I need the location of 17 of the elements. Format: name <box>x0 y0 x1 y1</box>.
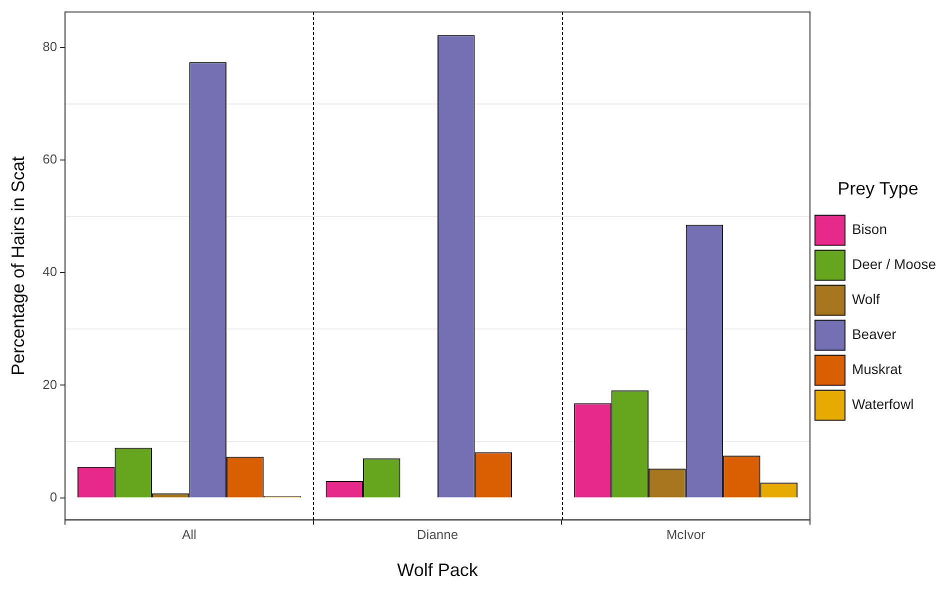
y-tick-label: 60 <box>42 152 58 167</box>
legend-label: Deer / Moose <box>852 256 936 272</box>
y-tick-label: 0 <box>50 489 58 504</box>
legend-label: Waterfowl <box>852 396 914 412</box>
x-axis-title: Wolf Pack <box>397 560 479 580</box>
y-tick-label: 80 <box>42 39 58 54</box>
y-tick-label: 40 <box>42 264 58 280</box>
legend-label: Bison <box>852 221 887 238</box>
x-tick-label: Dianne <box>416 527 458 542</box>
y-tick-label: 20 <box>42 376 58 392</box>
legend-label: Muskrat <box>852 361 902 378</box>
legend-label: Beaver <box>852 326 897 342</box>
y-axis-title: Percentage of Hairs in Scat <box>8 156 28 376</box>
legend-title: Prey Type <box>838 178 918 199</box>
x-tick-label: McIvor <box>666 527 706 542</box>
legend-label: Wolf <box>852 291 880 308</box>
x-tick-label: All <box>182 527 197 542</box>
